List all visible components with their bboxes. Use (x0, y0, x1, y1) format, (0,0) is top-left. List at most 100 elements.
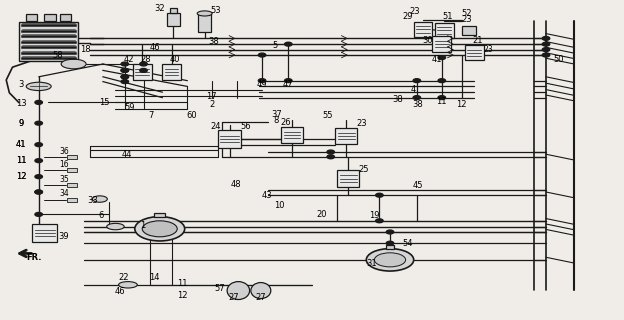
Bar (198, 14, 211, 32)
Text: 58: 58 (52, 52, 64, 60)
Ellipse shape (374, 253, 406, 267)
Circle shape (35, 143, 42, 147)
Text: 38: 38 (412, 100, 424, 109)
Text: 56: 56 (240, 122, 251, 131)
Text: 57: 57 (214, 284, 225, 293)
Text: 16: 16 (59, 160, 69, 169)
Ellipse shape (197, 11, 212, 16)
Bar (465, 45, 484, 60)
Text: 7: 7 (149, 111, 154, 120)
Text: 48: 48 (230, 180, 241, 189)
Text: 50: 50 (553, 55, 563, 64)
Bar (67, 155, 77, 159)
Text: 3: 3 (19, 80, 24, 89)
Circle shape (386, 230, 394, 234)
Circle shape (35, 190, 42, 194)
Text: 55: 55 (323, 111, 333, 120)
Circle shape (542, 53, 550, 57)
Ellipse shape (107, 223, 124, 230)
Text: 5: 5 (272, 41, 277, 50)
Text: 45: 45 (413, 181, 423, 190)
Text: 23: 23 (483, 45, 493, 54)
Bar (133, 64, 152, 80)
Text: 31: 31 (366, 259, 377, 268)
Bar (170, 8, 177, 13)
Circle shape (121, 68, 129, 72)
Circle shape (438, 79, 446, 83)
Text: 1: 1 (140, 221, 145, 230)
Ellipse shape (119, 282, 137, 288)
Text: 49: 49 (257, 80, 267, 89)
Text: 41: 41 (16, 140, 26, 149)
Text: 36: 36 (59, 147, 69, 156)
Text: 32: 32 (154, 4, 165, 13)
Text: 41: 41 (16, 140, 26, 149)
Bar (167, 13, 180, 26)
Text: 25: 25 (359, 165, 369, 174)
Text: 54: 54 (402, 239, 412, 248)
Bar (67, 198, 77, 202)
Text: 14: 14 (150, 273, 160, 282)
Text: 30: 30 (422, 36, 434, 45)
Text: 22: 22 (119, 273, 129, 282)
Ellipse shape (227, 282, 250, 300)
Text: 59: 59 (124, 103, 134, 112)
Bar (162, 64, 181, 80)
Text: 21: 21 (472, 36, 482, 44)
Bar (414, 22, 432, 37)
Bar (432, 36, 451, 52)
Text: 46: 46 (149, 43, 160, 52)
Circle shape (35, 212, 42, 216)
Text: 46: 46 (115, 287, 126, 296)
Circle shape (542, 48, 550, 52)
Text: 12: 12 (16, 172, 26, 181)
Text: 15: 15 (100, 98, 110, 107)
Text: 11: 11 (16, 156, 26, 165)
Circle shape (386, 241, 394, 245)
Bar (44, 14, 56, 21)
Circle shape (121, 62, 129, 66)
Bar (281, 127, 303, 143)
Text: 2: 2 (210, 100, 215, 109)
Circle shape (258, 79, 266, 83)
Text: 12: 12 (16, 172, 26, 181)
Text: 52: 52 (462, 9, 472, 18)
Ellipse shape (366, 249, 414, 271)
Circle shape (35, 100, 42, 104)
Text: 27: 27 (255, 293, 266, 302)
Circle shape (327, 150, 334, 154)
Bar (32, 224, 57, 242)
Text: FR.: FR. (27, 253, 42, 262)
Circle shape (285, 42, 292, 46)
Text: 38: 38 (392, 95, 404, 104)
Bar (218, 131, 241, 148)
Text: 12: 12 (457, 100, 467, 109)
Bar (462, 26, 476, 35)
Circle shape (140, 62, 147, 66)
Text: 27: 27 (228, 293, 240, 302)
Text: 51: 51 (442, 12, 452, 21)
Text: 11: 11 (178, 279, 188, 288)
Circle shape (413, 96, 421, 100)
Bar (67, 168, 77, 172)
Circle shape (327, 155, 334, 159)
Text: 13: 13 (16, 99, 27, 108)
Circle shape (438, 96, 446, 100)
Circle shape (258, 53, 266, 57)
Text: 60: 60 (186, 111, 197, 120)
Text: 44: 44 (122, 150, 132, 159)
Circle shape (376, 193, 383, 197)
Ellipse shape (61, 59, 86, 69)
Circle shape (438, 56, 446, 60)
Text: 8: 8 (274, 116, 279, 125)
Text: 29: 29 (402, 12, 412, 20)
Text: 10: 10 (275, 201, 285, 210)
Bar (338, 170, 359, 187)
Bar (154, 213, 165, 217)
Circle shape (376, 219, 383, 223)
Text: 47: 47 (283, 80, 294, 89)
Circle shape (285, 79, 292, 83)
Text: 23: 23 (461, 15, 472, 24)
Ellipse shape (251, 283, 271, 299)
Text: 24: 24 (211, 122, 221, 131)
